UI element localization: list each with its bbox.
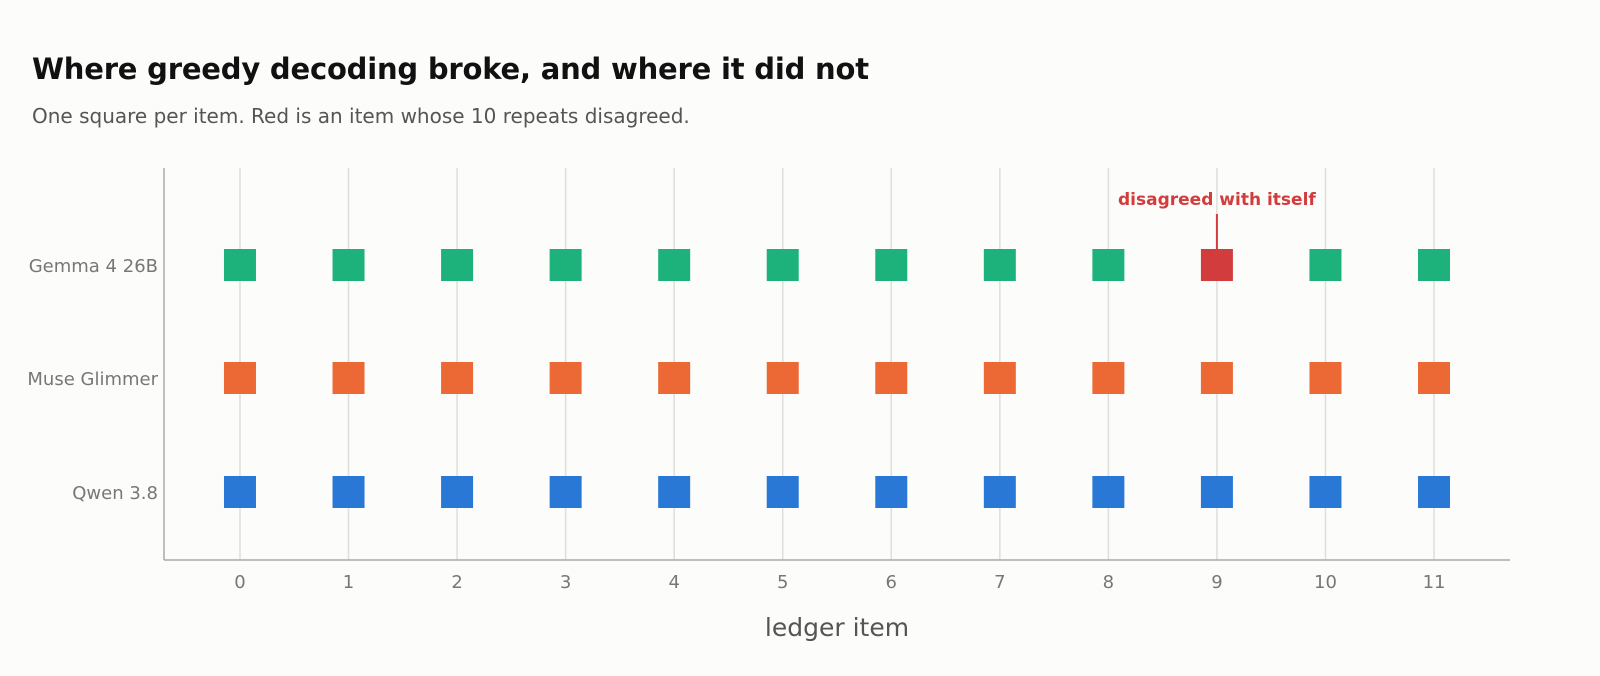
x-tick-0: 0 [234,572,245,593]
square-muse-glimmer-0 [223,362,256,394]
square-gemma-4-26b-0 [223,249,256,281]
square-muse-glimmer-6 [875,362,908,394]
x-tick-2: 2 [451,572,462,593]
x-tick-7: 7 [994,572,1005,593]
square-gemma-4-26b-2 [441,249,474,281]
square-qwen-3-8-4 [658,476,691,508]
square-qwen-3-8-5 [766,476,799,508]
x-tick-4: 4 [668,572,679,593]
square-gemma-4-26b-7 [983,249,1016,281]
square-gemma-4-26b-10 [1309,249,1342,281]
row-labels: Gemma 4 26B Muse Glimmer Qwen 3.8 [27,256,158,504]
x-tick-3: 3 [560,572,571,593]
x-tick-5: 5 [777,572,788,593]
square-muse-glimmer-10 [1309,362,1342,394]
square-muse-glimmer-1 [332,362,365,394]
square-qwen-3-8-7 [983,476,1016,508]
square-muse-glimmer-7 [983,362,1016,394]
chart-subtitle: One square per item. Red is an item whos… [32,104,690,128]
gridlines [239,168,1435,560]
annotation-group: disagreed with itself [1118,190,1316,249]
square-qwen-3-8-6 [875,476,908,508]
square-qwen-3-8-3 [549,476,582,508]
square-muse-glimmer-11 [1418,362,1451,394]
square-gemma-4-26b-11 [1418,249,1451,281]
square-qwen-3-8-0 [223,476,256,508]
x-tick-10: 10 [1314,572,1337,593]
row-label-qwen-3-8: Qwen 3.8 [72,483,158,504]
x-tick-1: 1 [343,572,354,593]
square-gemma-4-26b-9-disagreed [1200,249,1233,281]
chart-title: Where greedy decoding broke, and where i… [32,52,869,86]
x-tick-9: 9 [1211,572,1222,593]
x-tick-11: 11 [1423,572,1446,593]
square-gemma-4-26b-8 [1092,249,1125,281]
square-muse-glimmer-5 [766,362,799,394]
square-muse-glimmer-2 [441,362,474,394]
square-gemma-4-26b-6 [875,249,908,281]
square-qwen-3-8-9 [1200,476,1233,508]
square-gemma-4-26b-4 [658,249,691,281]
square-muse-glimmer-4 [658,362,691,394]
item-squares [223,249,1451,508]
square-muse-glimmer-9 [1200,362,1233,394]
square-qwen-3-8-8 [1092,476,1125,508]
row-label-gemma-4-26b: Gemma 4 26B [29,256,158,277]
x-axis-label: ledger item [765,613,909,642]
x-tick-labels: 0 1 2 3 4 5 6 7 8 9 10 11 [234,572,1445,593]
square-qwen-3-8-2 [441,476,474,508]
annotation-label: disagreed with itself [1118,190,1316,210]
square-qwen-3-8-10 [1309,476,1342,508]
square-muse-glimmer-3 [549,362,582,394]
square-gemma-4-26b-1 [332,249,365,281]
square-gemma-4-26b-3 [549,249,582,281]
square-qwen-3-8-11 [1418,476,1451,508]
x-tick-6: 6 [886,572,897,593]
row-label-muse-glimmer: Muse Glimmer [27,369,158,390]
square-muse-glimmer-8 [1092,362,1125,394]
square-gemma-4-26b-5 [766,249,799,281]
square-qwen-3-8-1 [332,476,365,508]
x-tick-8: 8 [1103,572,1114,593]
